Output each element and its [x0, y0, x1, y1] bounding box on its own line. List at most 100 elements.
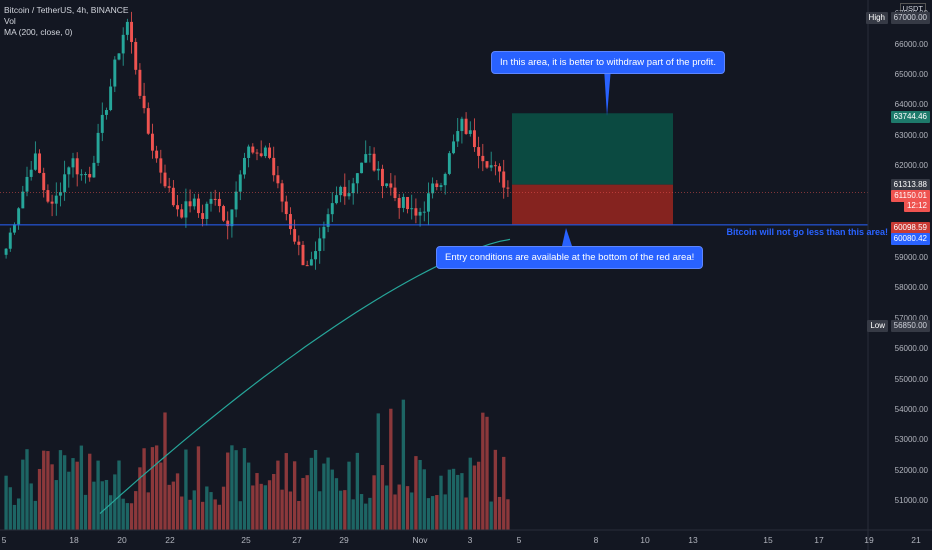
volume-bar — [230, 445, 234, 530]
candle-body — [326, 214, 330, 227]
candle-body — [360, 162, 364, 174]
volume-bar — [347, 461, 351, 530]
volume-bar — [410, 492, 414, 530]
volume-bar — [226, 452, 230, 530]
volume-bar — [443, 494, 447, 530]
candle-body — [46, 190, 50, 202]
profit-zone[interactable] — [512, 113, 673, 185]
target-price-tag: 63744.46 — [890, 111, 930, 123]
volume-bar — [485, 416, 489, 530]
time-tick-label: 20 — [117, 535, 127, 545]
candle-body — [4, 248, 8, 255]
last-high-tag: 61313.88 — [890, 179, 930, 191]
volume-bar — [397, 484, 401, 530]
candle-body — [414, 208, 418, 216]
high-value: 67000.00 — [890, 12, 930, 24]
candle-body — [456, 131, 460, 142]
price-tick-label: 64000.00 — [894, 100, 928, 110]
candle-body — [42, 172, 46, 191]
candle-body — [96, 132, 100, 163]
candle-body — [364, 154, 368, 163]
volume-label[interactable]: Vol — [4, 16, 16, 26]
volume-bar — [288, 491, 293, 530]
time-tick-label: Nov — [412, 535, 428, 545]
candle-body — [426, 193, 430, 212]
volume-bar — [184, 449, 188, 530]
profit-callout[interactable]: In this area, it is better to withdraw p… — [491, 51, 725, 74]
candle-body — [506, 187, 510, 189]
candle-body — [58, 192, 62, 196]
time-tick-label: 3 — [467, 535, 473, 545]
candle-body — [385, 183, 389, 187]
volume-bar — [46, 451, 50, 530]
candle-body — [393, 187, 397, 199]
volume-bar — [67, 471, 71, 530]
volume-bar — [4, 475, 8, 530]
volume-bar — [192, 490, 196, 530]
volume-bar — [376, 413, 380, 530]
price-tick-label: 58000.00 — [894, 283, 928, 293]
candle-body — [447, 153, 451, 174]
volume-bar — [368, 497, 372, 530]
volume-bar — [12, 504, 17, 530]
candle-body — [205, 203, 209, 219]
candle-body — [109, 86, 113, 111]
candle-body — [376, 168, 380, 171]
candle-body — [12, 224, 16, 233]
volume-bar — [150, 447, 155, 530]
volume-bar — [460, 473, 464, 530]
indicator-label[interactable]: MA (200, close, 0) — [4, 27, 73, 37]
volume-bar — [242, 448, 247, 530]
chart-legend: Bitcoin / TetherUS, 4h, BINANCE Vol MA (… — [4, 5, 129, 38]
volume-bar — [25, 449, 29, 530]
candle-body — [180, 209, 184, 218]
candle-body — [372, 153, 376, 171]
candle-body — [138, 69, 142, 96]
volume-bar — [489, 501, 493, 530]
low-value: 56850.00 — [890, 320, 930, 332]
candle-body — [117, 53, 121, 60]
price-tick-label: 52000.00 — [894, 465, 928, 475]
candle-body — [439, 185, 443, 188]
candle-body — [188, 201, 192, 207]
candle-body — [184, 201, 188, 218]
support-label[interactable]: Bitcoin will not go less than this area! — [726, 227, 888, 237]
candle-body — [155, 150, 159, 159]
volume-bar — [297, 500, 301, 530]
entry-callout[interactable]: Entry conditions are available at the bo… — [436, 246, 704, 269]
symbol-label[interactable]: Bitcoin / TetherUS, 4h, BINANCE — [4, 5, 129, 15]
candle-body — [88, 174, 92, 178]
volume-bar — [196, 446, 201, 530]
candle-body — [209, 198, 213, 204]
time-tick-label: 8 — [593, 535, 599, 545]
volume-bar — [343, 490, 347, 530]
time-tick-label: 15 — [763, 535, 773, 545]
volume-bar — [372, 475, 376, 530]
candle-body — [17, 208, 21, 225]
candle-body — [389, 183, 393, 188]
volume-bar — [121, 498, 125, 530]
candle-body — [259, 153, 263, 157]
volume-bar — [422, 469, 426, 530]
volume-bar — [171, 481, 176, 530]
candle-body — [8, 232, 12, 249]
volume-bar — [113, 474, 117, 530]
volume-bar — [104, 479, 109, 530]
volume-bar — [292, 461, 297, 530]
volume-bar — [355, 452, 360, 530]
volume-bar — [146, 492, 150, 530]
loss-zone[interactable] — [512, 184, 673, 225]
candle-body — [159, 158, 163, 173]
candle-body — [268, 147, 272, 158]
volume-bar — [92, 481, 96, 530]
volume-bar — [188, 499, 192, 530]
volume-bar — [326, 457, 330, 530]
candle-body — [297, 241, 301, 245]
time-tick-label: 5 — [516, 535, 522, 545]
volume-bar — [29, 483, 33, 530]
time-tick-label: 13 — [688, 535, 698, 545]
volume-bar — [313, 449, 318, 530]
candle-body — [167, 186, 171, 188]
entry-price-tag: 60098.59 — [890, 222, 930, 234]
